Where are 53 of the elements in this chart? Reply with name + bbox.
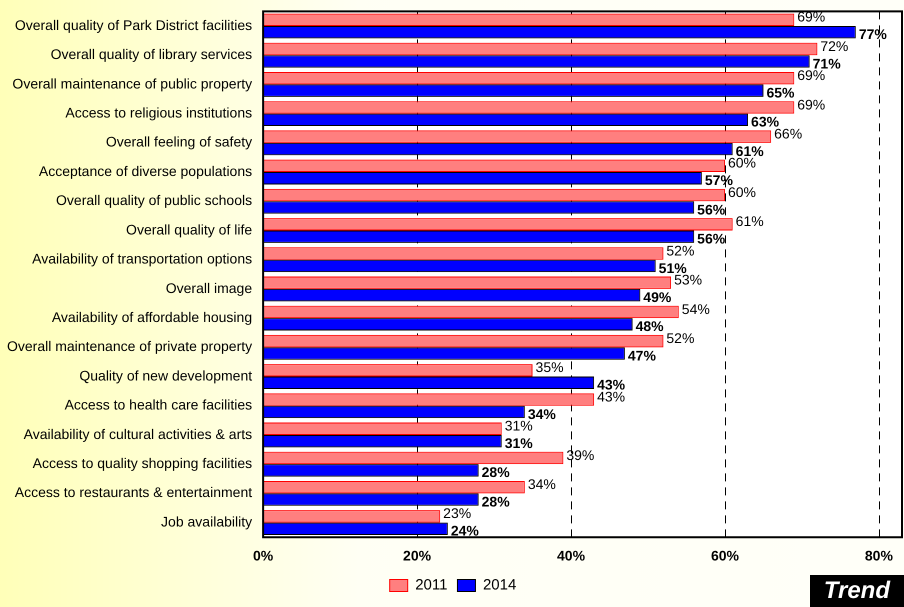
data-label: 47% [628,347,656,364]
data-label: 72% [820,38,848,54]
y-tick-label: Availability of transportation options [32,250,252,267]
data-label: 56% [697,230,726,247]
legend-label: 2014 [482,576,516,594]
x-tick-label: 40% [557,547,586,564]
data-label: 48% [636,318,664,334]
data-label: 61% [736,142,764,159]
y-tick-label: Access to restaurants & entertainment [14,484,252,500]
data-label: 24% [450,522,480,539]
data-label: 34% [528,476,556,492]
data-label: 35% [536,359,564,376]
x-tick-label: 60% [710,547,740,564]
y-tick-label: Quality of new development [79,367,252,384]
data-label: 77% [858,26,888,42]
data-label: 51% [658,260,688,276]
data-label: 31% [504,435,534,452]
data-label: 54% [682,300,710,317]
legend-label: 2011 [415,576,448,594]
data-label: 39% [566,446,594,463]
y-tick-label: Overall quality of life [126,221,252,238]
data-label: 52% [666,242,694,258]
x-tick-label: 20% [403,547,432,564]
y-tick-label: Access to quality shopping facilities [32,455,252,472]
data-label: 57% [704,172,734,188]
text: Trend [810,575,904,607]
y-tick-label: Overall image [166,280,252,296]
y-tick-label: Overall maintenance of private property [7,338,252,354]
y-tick-label: Job availability [161,513,252,530]
y-tick-label: Overall maintenance of public property [12,75,252,92]
y-tick-label: Overall quality of library services [50,46,252,62]
data-label: 34% [528,406,556,422]
data-label: 69% [797,8,826,25]
data-label: 28% [482,493,510,510]
data-label: 56% [697,201,726,218]
data-label: 49% [643,288,672,305]
data-label: 43% [597,376,626,393]
y-tick-label: Availability of affordable housing [52,308,252,325]
y-tick-label: Overall feeling of safety [106,134,252,150]
y-tick-label: Acceptance of diverse populations [38,162,252,179]
data-label: 69% [797,96,826,112]
data-label: 52% [666,330,694,346]
y-tick-label: Access to religious institutions [65,104,252,120]
y-tick-label: Availability of cultural activities & arts [24,426,252,442]
data-label: 28% [482,464,510,480]
x-tick-label: 0% [253,547,274,564]
x-tick-label: 80% [864,547,894,564]
y-tick-label: Overall quality of Park District facilities [14,16,252,33]
y-tick-label: Overall quality of public schools [56,192,252,208]
y-tick-label: Access to health care facilities [64,396,252,413]
data-label: 23% [443,505,472,522]
data-label: 61% [736,213,764,230]
data-label: 65% [766,84,796,100]
